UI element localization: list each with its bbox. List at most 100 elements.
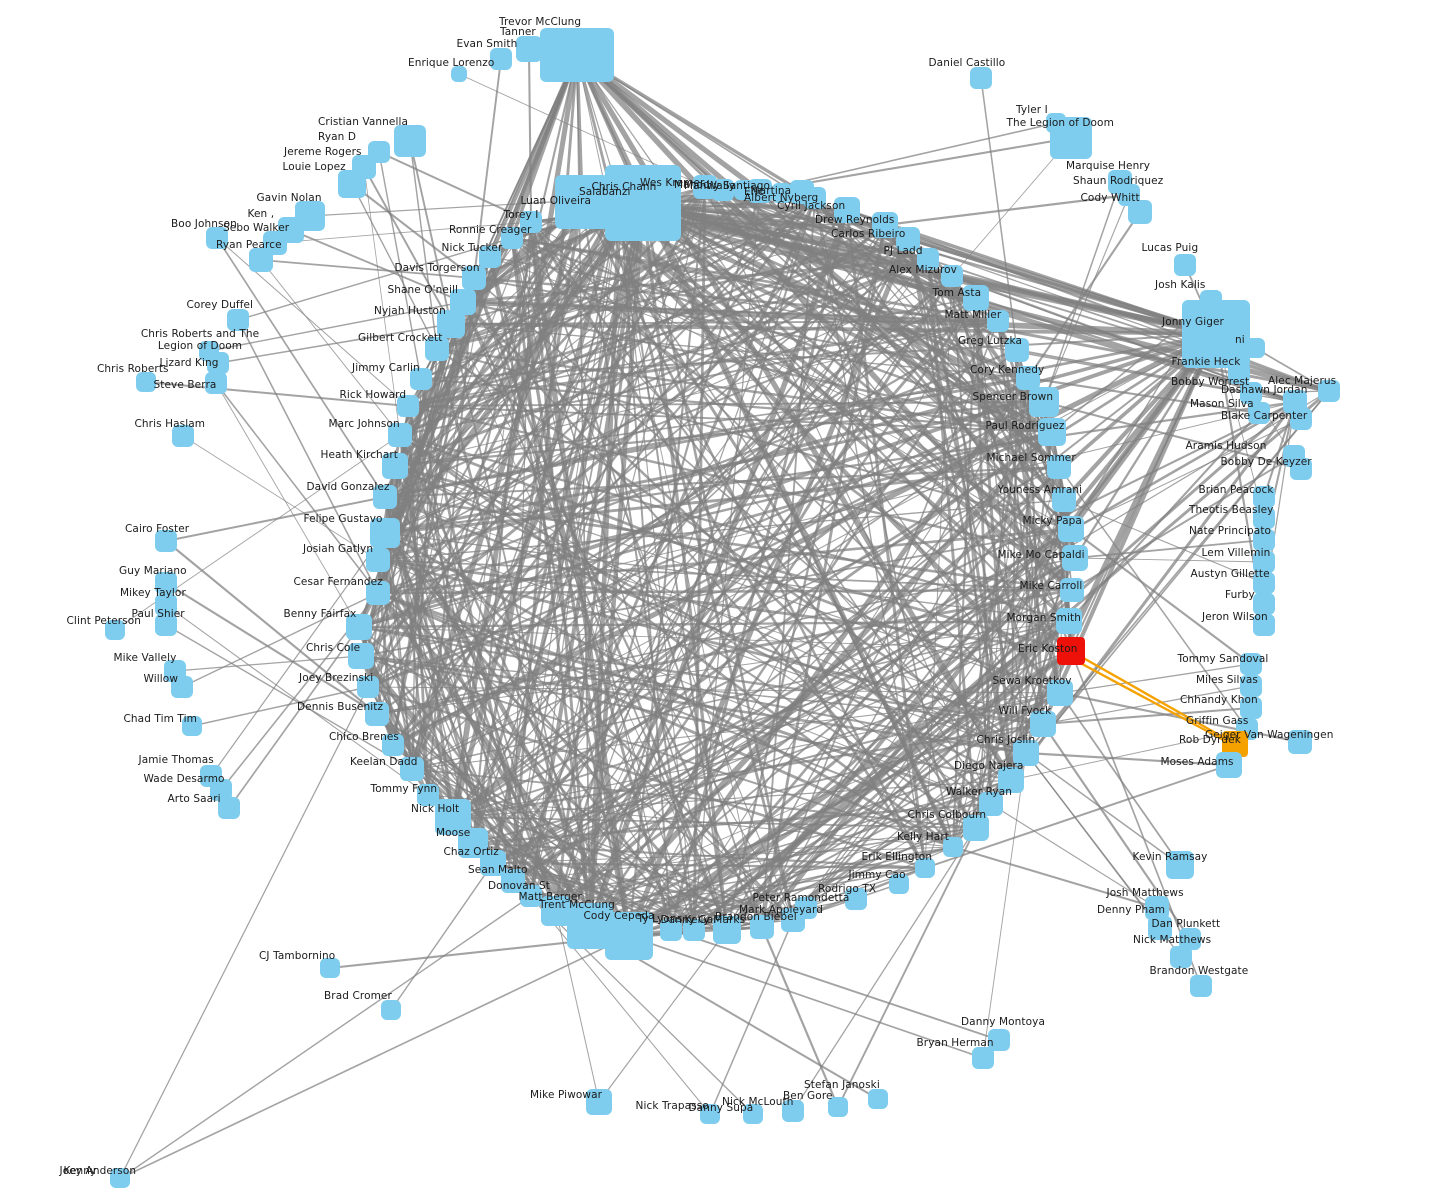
graph-node[interactable]: [249, 248, 273, 272]
graph-node[interactable]: [207, 352, 229, 374]
graph-node[interactable]: [1005, 338, 1029, 362]
graph-node[interactable]: [410, 368, 432, 390]
graph-node[interactable]: [1057, 637, 1085, 665]
graph-node[interactable]: [227, 309, 249, 331]
graph-node[interactable]: [1253, 529, 1275, 551]
graph-node[interactable]: [734, 180, 754, 200]
graph-node[interactable]: [1166, 851, 1194, 879]
graph-node[interactable]: [520, 885, 542, 907]
graph-node[interactable]: [382, 734, 404, 756]
graph-node[interactable]: [1047, 680, 1073, 706]
graph-node[interactable]: [988, 1029, 1010, 1051]
graph-node[interactable]: [586, 1089, 612, 1115]
graph-node[interactable]: [206, 227, 228, 249]
graph-node[interactable]: [1174, 254, 1196, 276]
graph-node[interactable]: [970, 67, 992, 89]
graph-node[interactable]: [501, 227, 523, 249]
graph-node[interactable]: [998, 767, 1024, 793]
graph-node[interactable]: [425, 337, 449, 361]
graph-node[interactable]: [381, 1000, 401, 1020]
graph-node[interactable]: [1016, 366, 1040, 390]
graph-node[interactable]: [397, 395, 419, 417]
graph-node[interactable]: [1228, 362, 1250, 384]
graph-node[interactable]: [868, 1089, 888, 1109]
graph-node[interactable]: [1253, 572, 1275, 594]
graph-node[interactable]: [941, 265, 963, 287]
graph-node[interactable]: [700, 1104, 720, 1124]
graph-node[interactable]: [338, 170, 366, 198]
graph-node[interactable]: [1050, 117, 1092, 159]
graph-node[interactable]: [155, 614, 177, 636]
graph-node[interactable]: [155, 594, 177, 616]
graph-node[interactable]: [1128, 200, 1152, 224]
graph-node[interactable]: [320, 958, 340, 978]
graph-node[interactable]: [896, 227, 920, 251]
graph-node[interactable]: [155, 530, 177, 552]
graph-node[interactable]: [1240, 675, 1262, 697]
graph-node[interactable]: [790, 180, 814, 204]
graph-node[interactable]: [451, 66, 467, 82]
graph-node[interactable]: [750, 915, 774, 939]
graph-node[interactable]: [605, 912, 653, 960]
graph-node[interactable]: [182, 716, 202, 736]
graph-node[interactable]: [365, 702, 389, 726]
graph-node[interactable]: [828, 1097, 848, 1117]
graph-node[interactable]: [366, 548, 390, 572]
graph-node[interactable]: [1182, 300, 1250, 368]
graph-node[interactable]: [1245, 338, 1265, 358]
graph-node[interactable]: [1148, 916, 1172, 940]
graph-node[interactable]: [713, 916, 741, 944]
graph-node[interactable]: [218, 797, 240, 819]
graph-node[interactable]: [1318, 380, 1340, 402]
graph-node[interactable]: [1030, 711, 1056, 737]
graph-node[interactable]: [540, 28, 614, 82]
graph-node[interactable]: [1248, 402, 1270, 424]
graph-node[interactable]: [373, 485, 397, 509]
graph-node[interactable]: [743, 1104, 763, 1124]
graph-node[interactable]: [172, 425, 194, 447]
graph-node[interactable]: [889, 874, 909, 894]
graph-node[interactable]: [516, 36, 542, 62]
graph-node[interactable]: [555, 175, 609, 229]
graph-node[interactable]: [660, 919, 682, 941]
graph-node[interactable]: [1060, 578, 1084, 602]
graph-node[interactable]: [105, 620, 125, 640]
graph-node[interactable]: [366, 581, 390, 605]
graph-node[interactable]: [872, 212, 898, 238]
graph-node[interactable]: [370, 518, 400, 548]
graph-node[interactable]: [541, 896, 571, 926]
graph-node[interactable]: [479, 246, 501, 268]
graph-node[interactable]: [437, 310, 465, 338]
graph-node[interactable]: [1253, 551, 1275, 573]
graph-node[interactable]: [972, 1047, 994, 1069]
graph-node[interactable]: [490, 48, 512, 70]
graph-node[interactable]: [348, 643, 374, 669]
graph-node[interactable]: [1253, 614, 1275, 636]
graph-node[interactable]: [520, 211, 542, 233]
graph-node[interactable]: [346, 614, 372, 640]
graph-node[interactable]: [388, 423, 412, 447]
graph-node[interactable]: [979, 792, 1003, 816]
graph-node[interactable]: [1062, 545, 1088, 571]
graph-node[interactable]: [382, 453, 408, 479]
graph-node[interactable]: [1038, 418, 1066, 446]
graph-node[interactable]: [357, 676, 379, 698]
graph-node[interactable]: [834, 197, 860, 223]
graph-node[interactable]: [1253, 486, 1275, 508]
graph-node[interactable]: [1047, 455, 1071, 479]
graph-node[interactable]: [963, 815, 989, 841]
graph-node[interactable]: [795, 897, 817, 919]
graph-node[interactable]: [782, 1100, 804, 1122]
graph-node[interactable]: [915, 858, 935, 878]
graph-node[interactable]: [943, 837, 963, 857]
graph-node[interactable]: [1058, 516, 1084, 542]
graph-node[interactable]: [1190, 975, 1212, 997]
graph-node[interactable]: [1253, 507, 1275, 529]
graph-node[interactable]: [987, 310, 1009, 332]
graph-node[interactable]: [1240, 382, 1262, 404]
graph-node[interactable]: [205, 372, 227, 394]
graph-node[interactable]: [1290, 458, 1312, 480]
graph-node[interactable]: [1290, 408, 1312, 430]
